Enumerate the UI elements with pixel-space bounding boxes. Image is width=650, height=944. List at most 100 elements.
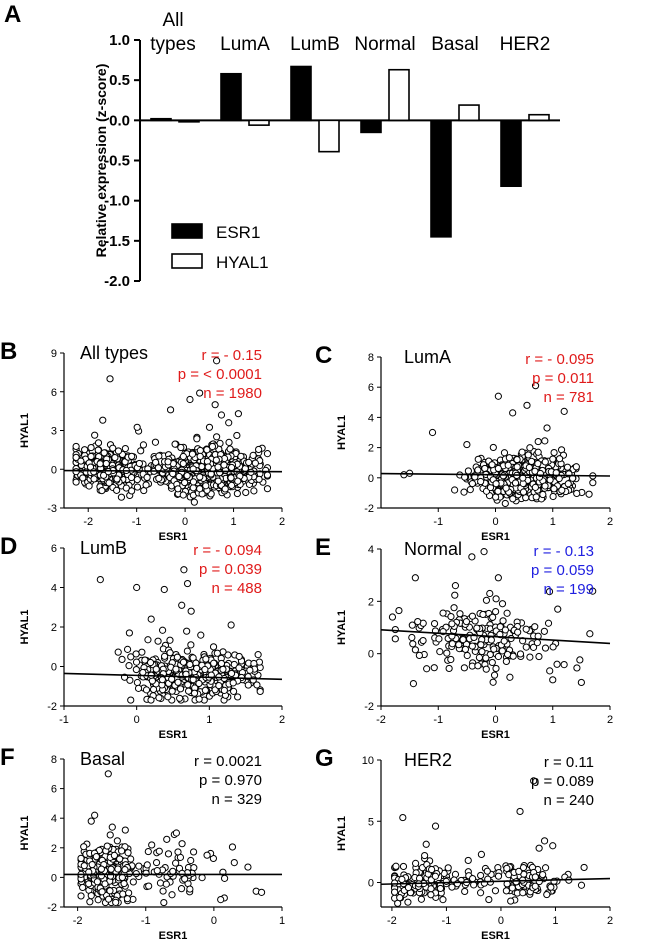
data-point — [155, 847, 163, 855]
y-tick-label: 4 — [368, 412, 374, 424]
data-point — [512, 878, 520, 886]
x-axis-label: ESR1 — [159, 729, 188, 741]
data-point — [398, 875, 406, 883]
stat-label: p = 0.089 — [531, 773, 594, 790]
data-point — [499, 472, 507, 480]
y-tick-label: 4 — [368, 544, 374, 556]
data-point — [88, 860, 96, 869]
data-point — [502, 484, 510, 492]
data-point — [180, 566, 188, 574]
data-point — [196, 485, 204, 493]
data-point — [554, 605, 562, 613]
panel-title: Basal — [80, 749, 125, 769]
stat-label: p = 0.039 — [199, 561, 262, 578]
data-point — [187, 641, 195, 649]
data-point — [494, 392, 502, 400]
data-point — [92, 853, 100, 861]
bar-hyal1 — [388, 68, 410, 122]
panel-e: E -2 0 2 4 -2 -1 0 1 2 ESR1 HYAL1 Normal r = - 0.13 p … — [315, 534, 613, 741]
data-point — [428, 428, 437, 437]
y-tick-label: 0.5 — [109, 72, 130, 89]
data-point — [217, 411, 226, 419]
data-point — [158, 626, 167, 634]
data-point — [499, 617, 507, 625]
data-point — [202, 655, 210, 663]
data-point — [87, 443, 95, 452]
data-point — [577, 678, 585, 687]
data-point — [431, 822, 440, 830]
data-point — [98, 486, 106, 495]
data-point — [430, 619, 439, 628]
stat-label: n = 781 — [544, 389, 594, 406]
data-point — [178, 601, 186, 609]
data-point — [519, 863, 528, 872]
data-point — [100, 471, 108, 479]
data-point — [154, 464, 162, 472]
data-point — [81, 446, 89, 454]
data-point — [135, 862, 143, 870]
x-tick-label: -1 — [132, 516, 142, 528]
data-point — [391, 888, 399, 896]
data-point — [196, 452, 204, 460]
data-point — [227, 474, 235, 482]
data-point — [544, 619, 553, 627]
data-point — [125, 629, 133, 637]
data-point — [500, 449, 509, 457]
data-point — [133, 483, 142, 491]
data-point — [147, 615, 155, 623]
data-point — [112, 898, 120, 906]
data-point — [138, 648, 146, 656]
data-point — [439, 609, 447, 617]
data-point — [525, 463, 533, 472]
data-point — [215, 681, 223, 690]
data-point — [97, 865, 106, 873]
bar-esr1 — [290, 65, 312, 122]
bar-hyal1 — [248, 119, 270, 126]
data-point — [177, 885, 186, 893]
data-point — [447, 655, 455, 664]
data-point — [391, 625, 399, 634]
data-point — [96, 576, 104, 584]
data-point — [221, 485, 229, 493]
y-tick-label: 2 — [51, 843, 57, 855]
x-axis-label: ESR1 — [481, 930, 510, 942]
data-point — [547, 883, 555, 891]
data-point — [159, 887, 167, 895]
data-point — [498, 600, 507, 608]
data-point — [489, 678, 497, 686]
trend-line — [63, 469, 283, 473]
data-point — [164, 458, 172, 466]
legend-swatch-esr1 — [171, 223, 203, 239]
data-point — [411, 646, 419, 654]
data-point — [169, 867, 177, 875]
data-point — [188, 450, 197, 458]
data-point — [99, 416, 107, 424]
y-tick-label: -2.0 — [104, 273, 130, 290]
data-point — [474, 662, 482, 670]
data-point — [505, 454, 513, 462]
data-point — [164, 850, 173, 858]
data-point — [176, 685, 185, 693]
bar-esr1 — [360, 119, 382, 134]
data-point — [127, 696, 135, 704]
data-point — [494, 464, 502, 473]
data-point — [492, 664, 500, 673]
data-point — [234, 410, 242, 418]
category-label: Basal — [431, 34, 479, 55]
data-point — [219, 665, 227, 673]
data-point — [77, 457, 85, 465]
data-point — [166, 636, 174, 644]
data-point — [572, 463, 580, 471]
data-point — [107, 865, 115, 873]
data-point — [189, 478, 198, 486]
data-point — [550, 448, 558, 457]
data-point — [409, 680, 418, 688]
data-point — [576, 656, 584, 664]
data-point — [491, 887, 500, 895]
data-point — [486, 589, 494, 598]
data-point — [490, 671, 499, 679]
data-point — [96, 460, 104, 468]
x-tick-label: -2 — [83, 516, 93, 528]
bar-esr1 — [220, 72, 242, 122]
